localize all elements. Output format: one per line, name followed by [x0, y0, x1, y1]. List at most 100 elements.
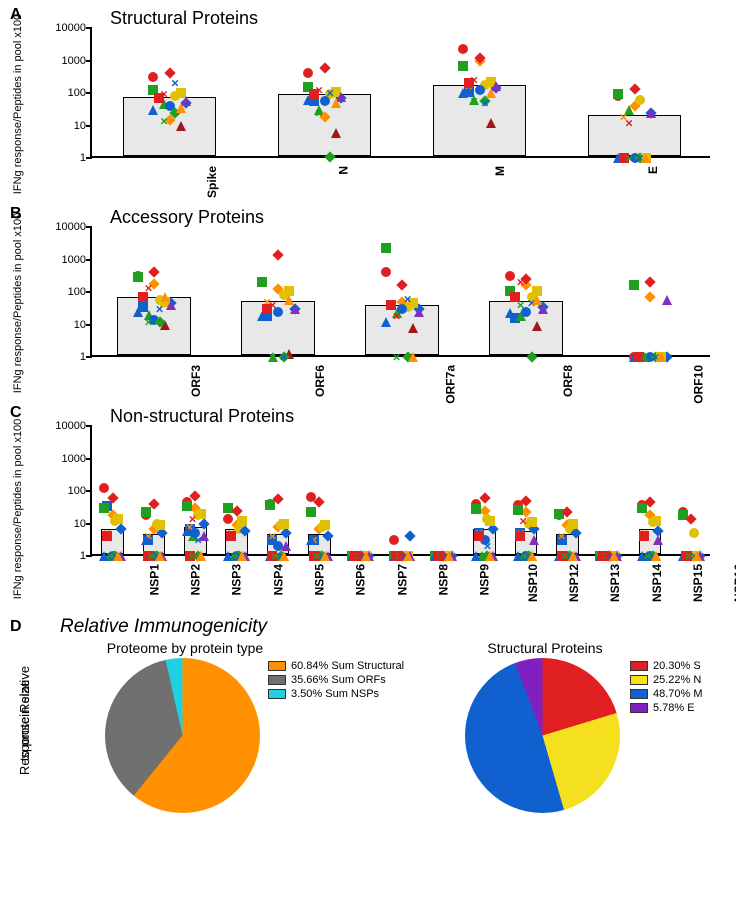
ytick — [86, 92, 92, 94]
data-point — [141, 535, 151, 545]
legend-item: 5.78% E — [630, 702, 703, 714]
panel-d-ylabel-2: to protein size — [17, 680, 32, 761]
pie-proteome — [105, 658, 260, 813]
xtick-label: E — [646, 166, 660, 174]
xtick-label: NSP7 — [395, 564, 409, 595]
data-point — [644, 291, 655, 302]
bar — [588, 115, 681, 156]
ytick-label: 100 — [10, 485, 86, 497]
legend-item: 35.66% Sum ORFs — [268, 674, 404, 686]
data-point — [527, 551, 537, 561]
data-point — [155, 551, 165, 561]
data-point — [182, 501, 192, 511]
data-point — [133, 272, 143, 282]
data-point — [381, 243, 391, 253]
xtick-label: NSP12 — [567, 564, 581, 602]
data-point — [568, 519, 578, 529]
xtick-label: Spike — [205, 166, 219, 198]
ytick-label: 1000 — [10, 55, 86, 67]
panel-b: B Accessory Proteins IFNg response/Pepti… — [10, 205, 726, 400]
legend-swatch — [630, 703, 648, 713]
xtick-label: ORF6 — [313, 365, 327, 397]
ytick-label: 10000 — [10, 22, 86, 34]
legend-item: 60.84% Sum Structural — [268, 660, 404, 672]
data-point — [515, 531, 525, 541]
xtick-label: NSP5 — [312, 564, 326, 595]
data-point — [265, 500, 275, 510]
data-point: × — [470, 95, 478, 108]
data-point — [471, 504, 481, 514]
panel-a: A Structural Proteins IFNg response/Pept… — [10, 6, 726, 201]
data-point — [331, 128, 341, 138]
ytick — [86, 291, 92, 293]
ytick-label: 10000 — [10, 420, 86, 432]
data-point — [176, 103, 186, 113]
panel-d-sub2: Structural Proteins — [465, 640, 625, 656]
data-point: × — [171, 77, 179, 90]
data-point — [396, 280, 407, 291]
data-point — [486, 88, 496, 98]
data-point — [458, 61, 468, 71]
data-point: × — [315, 106, 323, 119]
data-point — [148, 267, 159, 278]
xtick-label: NSP14 — [650, 564, 664, 602]
data-point — [284, 286, 294, 296]
data-point — [196, 509, 206, 519]
xtick-label: M — [493, 166, 507, 176]
ytick — [86, 259, 92, 261]
xtick-label: NSP4 — [271, 564, 285, 595]
data-point — [662, 295, 672, 305]
data-point: × — [280, 351, 288, 364]
panel-c-title: Non-structural Proteins — [110, 406, 294, 427]
data-point — [639, 531, 649, 541]
data-point — [309, 89, 319, 99]
legend-label: 48.70% M — [653, 688, 703, 700]
data-point — [505, 308, 515, 318]
data-point — [160, 292, 170, 302]
data-point — [485, 551, 495, 561]
data-point — [148, 72, 158, 82]
data-point — [692, 551, 702, 561]
ytick-label: 10 — [10, 518, 86, 530]
data-point — [320, 520, 330, 530]
data-point: × — [558, 530, 566, 543]
ytick — [86, 125, 92, 127]
panel-a-title: Structural Proteins — [110, 8, 258, 29]
legend-swatch — [630, 675, 648, 685]
panel-d-title: Relative Immunogenicity — [60, 616, 267, 638]
ytick — [86, 60, 92, 62]
data-point — [257, 277, 267, 287]
pie-structural — [465, 658, 620, 813]
xtick-label: ORF7a — [444, 365, 458, 404]
data-point: × — [145, 315, 153, 328]
legend-label: 25.22% N — [653, 674, 701, 686]
data-point: × — [625, 116, 633, 129]
data-point — [306, 507, 316, 517]
panel-c: C Non-structural Proteins IFNg response/… — [10, 404, 726, 614]
data-point — [646, 108, 656, 118]
ytick — [86, 490, 92, 492]
data-point — [532, 286, 542, 296]
data-point — [237, 516, 247, 526]
panel-a-ylabel: IFNg response/Peptides in pool x100 — [12, 13, 24, 193]
data-point — [361, 551, 371, 561]
data-point — [568, 551, 578, 561]
data-point — [113, 551, 123, 561]
legend-item: 25.22% N — [630, 674, 703, 686]
data-point — [656, 352, 666, 362]
data-point — [99, 503, 109, 513]
data-point — [532, 321, 542, 331]
ytick — [86, 27, 92, 29]
ytick — [86, 425, 92, 427]
ytick — [86, 523, 92, 525]
xtick-label: NSP6 — [354, 564, 368, 595]
data-point — [532, 295, 542, 305]
data-point — [273, 307, 283, 317]
data-point — [458, 44, 468, 54]
panel-c-plot: ××××××××××××××××××××××××××××××××××××××××… — [90, 426, 710, 556]
xtick-label: NSP2 — [188, 564, 202, 595]
data-point — [486, 118, 496, 128]
data-point: × — [481, 96, 489, 109]
data-point — [505, 271, 515, 281]
legend-swatch — [630, 689, 648, 699]
